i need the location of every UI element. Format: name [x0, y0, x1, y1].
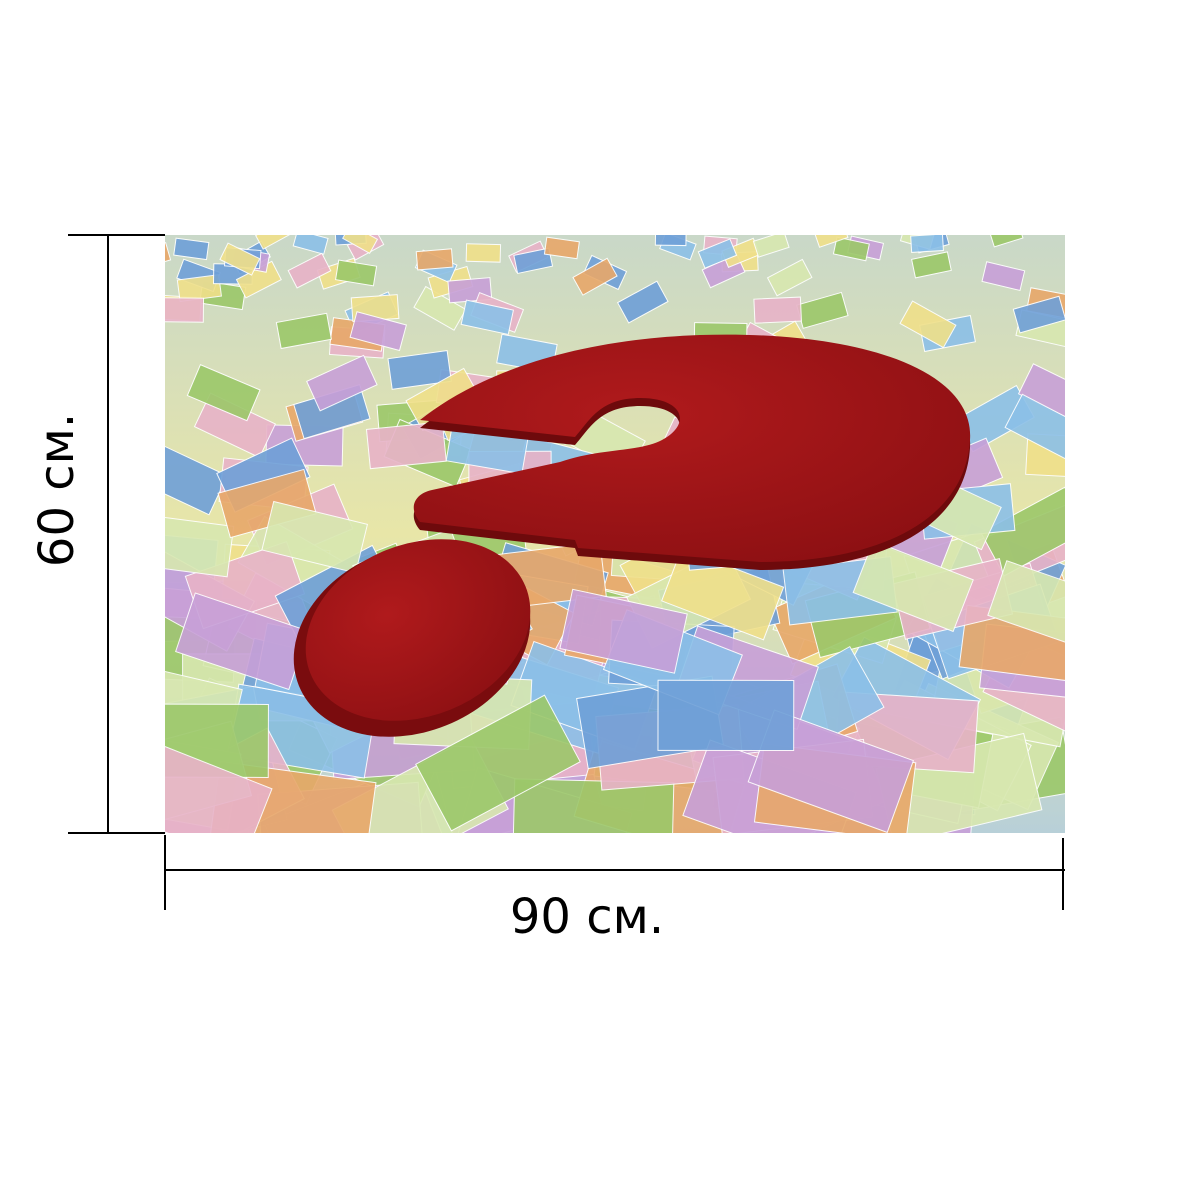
banknote: [287, 252, 332, 289]
photo: [165, 235, 1065, 833]
banknote: [415, 248, 454, 271]
banknote: [334, 259, 378, 287]
banknote: [813, 235, 849, 248]
banknote: [559, 588, 688, 674]
banknote: [899, 300, 957, 349]
banknote: [980, 486, 1065, 577]
banknote: [342, 235, 379, 254]
banknote: [165, 513, 235, 578]
question-dot: [305, 539, 531, 721]
banknote: [911, 251, 952, 279]
banknote: [306, 354, 378, 412]
banknote: [387, 350, 452, 390]
question-hook: [413, 334, 971, 562]
banknote: [465, 243, 502, 263]
question-mark: [293, 334, 971, 737]
banknote: [852, 540, 974, 633]
banknote: [572, 257, 618, 296]
banknote: [657, 679, 795, 752]
banknote: [981, 261, 1026, 292]
banknote: [275, 312, 332, 350]
banknote: [513, 247, 554, 275]
banknote: [261, 500, 369, 574]
banknote: [219, 242, 261, 276]
banknote: [165, 242, 172, 271]
banknote: [766, 258, 813, 297]
banknote: [173, 237, 210, 261]
banknote: [165, 731, 273, 833]
banknote: [987, 560, 1065, 653]
banknote: [292, 235, 329, 255]
banknote: [654, 235, 687, 247]
banknote: [512, 778, 675, 833]
banknote: [365, 421, 447, 470]
banknote: [910, 235, 944, 253]
banknote: [753, 296, 802, 324]
banknote: [186, 364, 261, 422]
banknote: [349, 311, 407, 352]
banknote: [697, 238, 738, 269]
banknote: [415, 694, 581, 832]
banknote: [165, 297, 205, 323]
height-label: 60 см.: [29, 413, 85, 567]
banknote: [616, 280, 669, 324]
width-label: 90 см.: [510, 889, 664, 945]
banknote: [413, 285, 467, 331]
banknote: [832, 236, 870, 262]
banknote: [989, 235, 1024, 248]
banknote: [543, 236, 580, 260]
banknote: [1004, 393, 1065, 462]
banknote: [460, 299, 515, 336]
banknote: [1012, 295, 1065, 334]
banknote: [752, 235, 790, 258]
banknote: [255, 235, 291, 250]
